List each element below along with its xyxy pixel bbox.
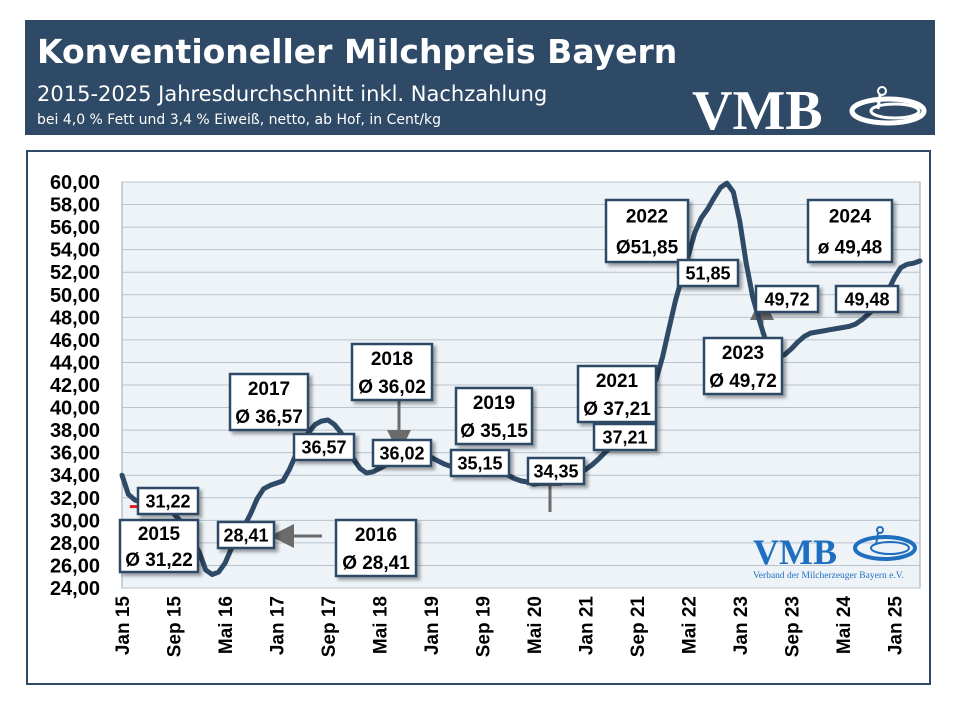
vmb-logo: VMB (692, 80, 927, 135)
year-box-2015-text-0: 2015 (138, 524, 181, 545)
y-tick-label: 38,00 (50, 420, 100, 442)
x-tick-label: Sep 19 (473, 596, 494, 657)
value-box-2015-text-0: 31,22 (145, 491, 190, 511)
x-tick-label: Sep 23 (782, 596, 803, 657)
year-box-2017: 2017 Ø 36,57 (228, 372, 310, 432)
milk-price-chart: 24,0026,0028,0030,0032,0034,0036,0038,00… (50, 172, 923, 658)
watermark-swirl-icon (853, 526, 917, 561)
value-box-2019: 35,15 (449, 448, 511, 478)
price-line (119, 180, 923, 577)
y-tick-label: 28,00 (50, 533, 100, 555)
x-tick-label: Mai 24 (834, 596, 855, 655)
x-tick-label: Mai 22 (679, 596, 700, 654)
y-tick-label: 54,00 (50, 240, 100, 262)
y-tick-label: 36,00 (50, 443, 100, 465)
chart-subtitle: 2015-2025 Jahresdurchschnitt inkl. Nachz… (37, 82, 548, 106)
watermark-text: VMB (753, 532, 837, 572)
value-box-2017-text-0: 36,57 (301, 437, 346, 457)
y-tick-label: 58,00 (50, 195, 100, 217)
year-box-2017-text-0: 2017 (248, 379, 290, 400)
year-box-2018-text-0: 2018 (371, 349, 413, 370)
value-box-2017: 36,57 (292, 432, 356, 462)
value-box-2023-text-0: 49,72 (764, 289, 809, 309)
year-box-2024-text-0: 2024 (829, 206, 872, 227)
x-tick-label: Jan 25 (885, 596, 906, 656)
value-box-2020: 34,35 (526, 456, 586, 486)
x-tick-label: Jan 19 (422, 596, 443, 655)
year-box-2015: 2015 Ø 31,22 (118, 518, 200, 574)
vmb-watermark: VMB Verband der Milcherzeuger Bayern e.V… (753, 526, 917, 581)
y-tick-label: 32,00 (50, 488, 100, 510)
year-box-2017-text-1: Ø 36,57 (235, 407, 303, 428)
value-box-2020-text-0: 34,35 (533, 461, 578, 481)
y-tick-label: 34,00 (50, 465, 100, 487)
year-box-2018: 2018 Ø 36,02 (350, 342, 434, 402)
year-box-2021-text-1: Ø 37,21 (583, 399, 651, 420)
watermark-caption: Verband der Milcherzeuger Bayern e.V. (753, 571, 904, 581)
year-box-2021-text-0: 2021 (596, 371, 639, 392)
x-tick-label: Mai 18 (370, 596, 391, 654)
value-box-2022-text-0: 51,85 (685, 263, 730, 283)
y-tick-label: 24,00 (50, 578, 100, 600)
year-box-2024-text-1: ø 49,48 (818, 237, 882, 258)
y-tick-label: 60,00 (50, 172, 100, 194)
value-box-2022: 51,85 (676, 258, 740, 288)
year-box-2021: 2021 Ø 37,21 (576, 364, 658, 424)
y-tick-label: 56,00 (50, 217, 100, 239)
x-tick-label: Mai 16 (216, 596, 237, 654)
x-tick-label: Jan 21 (576, 596, 597, 656)
value-box-2021: 37,21 (592, 422, 658, 452)
y-tick-label: 52,00 (50, 262, 100, 284)
year-box-2016: 2016 Ø 28,41 (334, 518, 418, 578)
y-tick-label: 50,00 (50, 285, 100, 307)
value-box-2024: 49,48 (834, 284, 900, 314)
chart-subtitle-units: bei 4,0 % Fett und 3,4 % Eiweiß, netto, … (37, 112, 442, 128)
value-box-2019-text-0: 35,15 (457, 453, 502, 473)
value-box-2023: 49,72 (754, 284, 820, 314)
year-box-2019-text-0: 2019 (473, 393, 515, 414)
x-tick-label: Sep 15 (164, 596, 185, 658)
year-box-2018-text-1: Ø 36,02 (358, 377, 426, 398)
year-box-2019: 2019 Ø 35,15 (454, 386, 534, 446)
y-tick-label: 44,00 (50, 352, 100, 374)
value-box-2016-text-0: 28,41 (223, 525, 268, 545)
x-tick-label: Sep 17 (319, 596, 340, 657)
value-box-2016: 28,41 (216, 520, 276, 550)
x-tick-label: Mai 20 (525, 596, 546, 654)
logo-text: VMB (692, 80, 823, 135)
x-tick-label: Jan 17 (267, 596, 288, 655)
y-tick-label: 26,00 (50, 555, 100, 577)
value-box-2024-text-0: 49,48 (844, 289, 889, 309)
year-box-2019-text-1: Ø 35,15 (460, 421, 528, 442)
year-box-2024: 2024 ø 49,48 (806, 198, 894, 264)
year-box-2022-text-1: Ø51,85 (616, 237, 679, 258)
x-tick-label: Jan 15 (113, 596, 134, 656)
x-tick-label: Sep 21 (628, 596, 649, 658)
chart-frame: 24,00 26,00 28,00 30,00 32,00 34,00 36,00 38,00… (26, 150, 931, 685)
value-box-2018: 36,02 (371, 438, 433, 468)
year-box-2023-text-0: 2023 (722, 343, 764, 364)
year-box-2016-text-0: 2016 (355, 525, 397, 546)
y-tick-label: 42,00 (50, 375, 100, 397)
y-tick-label: 30,00 (50, 510, 100, 532)
logo-swirl-icon (849, 86, 927, 126)
value-box-2021-text-0: 37,21 (602, 427, 647, 447)
year-box-2022-text-0: 2022 (626, 206, 668, 227)
year-box-2015-text-1: Ø 31,22 (125, 550, 193, 571)
year-box-2023: 2023 Ø 49,72 (702, 336, 784, 396)
header-banner: Konventioneller Milchpreis Bayern 2015-2… (25, 20, 935, 135)
y-tick-label: 40,00 (50, 398, 100, 420)
value-box-2015: 31,22 (136, 486, 200, 516)
x-tick-label: Jan 23 (731, 596, 752, 655)
year-box-2016-text-1: Ø 28,41 (342, 553, 410, 574)
chart-title: Konventioneller Milchpreis Bayern (37, 32, 678, 71)
year-box-2022: 2022 Ø51,85 (604, 198, 690, 264)
y-tick-label: 48,00 (50, 307, 100, 329)
value-box-2018-text-0: 36,02 (379, 443, 424, 463)
y-tick-label: 46,00 (50, 330, 100, 352)
year-box-2023-text-1: Ø 49,72 (709, 371, 777, 392)
